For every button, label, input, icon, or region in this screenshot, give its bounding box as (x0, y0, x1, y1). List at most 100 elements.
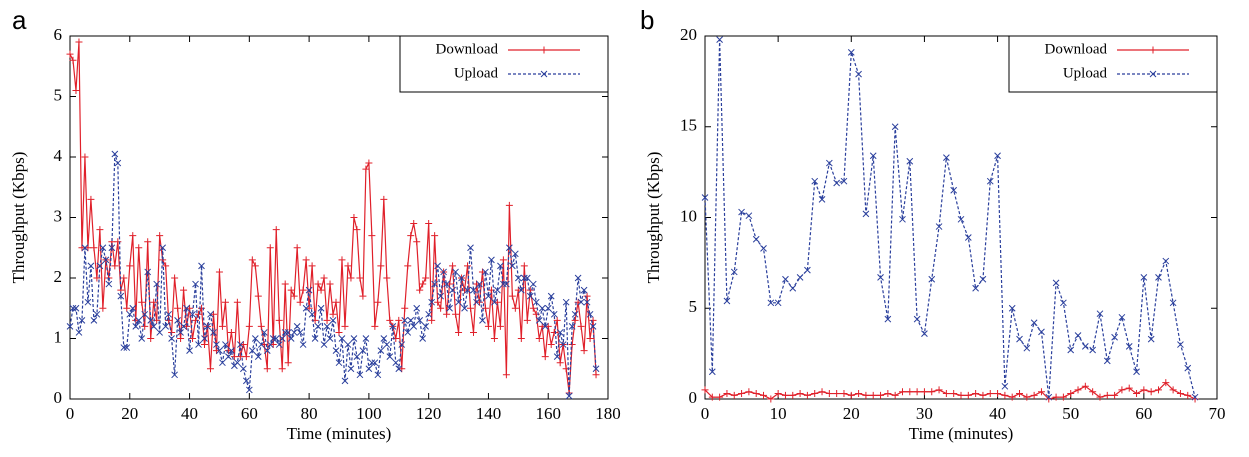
point-marker (494, 286, 501, 294)
point-marker (266, 244, 274, 252)
point-marker (979, 275, 987, 283)
point-marker (523, 274, 531, 282)
point-marker (195, 341, 202, 348)
point-marker (284, 359, 292, 367)
point-marker (1038, 328, 1045, 336)
x-tick-label: 70 (1209, 404, 1226, 423)
point-marker (278, 365, 286, 373)
point-marker (281, 329, 289, 336)
point-marker (523, 316, 531, 324)
point-marker (1008, 304, 1016, 312)
point-marker (1169, 299, 1177, 307)
point-marker (957, 215, 965, 223)
x-tick-label: 30 (916, 404, 933, 423)
y-tick-label: 4 (54, 146, 63, 165)
point-marker (891, 391, 899, 399)
point-marker (93, 310, 101, 318)
point-marker (921, 330, 928, 338)
series-line (704, 39, 1196, 398)
point-marker (120, 344, 128, 351)
point-marker (272, 335, 280, 342)
point-marker (215, 268, 223, 276)
point-marker (443, 310, 451, 318)
legend-label: Download (436, 41, 499, 57)
point-marker (723, 297, 731, 305)
point-marker (1154, 386, 1162, 394)
point-marker (90, 244, 98, 252)
point-marker (174, 316, 181, 324)
point-marker (928, 388, 936, 396)
point-marker (177, 335, 185, 342)
legend-box (399, 35, 609, 93)
point-marker (153, 280, 161, 288)
point-marker (571, 316, 579, 324)
point-marker (425, 310, 433, 318)
x-tick-label: 180 (595, 404, 621, 423)
point-marker (935, 223, 943, 230)
point-marker (251, 335, 259, 342)
point-marker (374, 298, 382, 306)
point-marker (165, 310, 172, 318)
point-marker (323, 323, 331, 330)
point-marker (535, 335, 543, 342)
point-marker (147, 316, 155, 324)
point-marker (467, 244, 474, 252)
point-marker (752, 235, 760, 243)
point-marker (434, 298, 442, 306)
point-marker (383, 274, 391, 282)
point-marker (774, 299, 782, 307)
point-marker (389, 323, 397, 330)
point-marker (1059, 393, 1067, 401)
point-marker (323, 316, 331, 324)
point-marker (72, 86, 80, 94)
point-marker (359, 347, 367, 354)
point-marker (1169, 386, 1177, 394)
point-marker (514, 274, 522, 282)
point-marker (320, 341, 328, 348)
point-marker (105, 280, 113, 288)
point-marker (240, 365, 247, 373)
point-marker (803, 391, 811, 399)
x-tick-label: 120 (416, 404, 442, 423)
point-marker (350, 335, 358, 342)
point-marker (314, 280, 322, 288)
point-marker (553, 316, 561, 324)
point-marker (730, 268, 738, 276)
y-tick-label: 6 (54, 25, 63, 44)
point-marker (1037, 388, 1045, 396)
point-marker (156, 329, 164, 336)
point-marker (431, 280, 438, 288)
point-marker (326, 280, 334, 288)
point-marker (287, 286, 295, 294)
point-marker (144, 238, 152, 246)
x-tick-label: 10 (770, 404, 787, 423)
point-marker (847, 391, 855, 399)
point-marker (760, 391, 768, 399)
point-marker (404, 329, 412, 336)
point-marker (308, 310, 316, 318)
point-marker (362, 335, 370, 342)
point-marker (431, 232, 439, 240)
point-marker (332, 347, 340, 354)
point-marker (752, 390, 760, 398)
point-marker (356, 371, 364, 379)
point-marker (481, 304, 489, 312)
point-marker (1162, 379, 1170, 387)
point-marker (198, 304, 206, 312)
point-marker (269, 335, 277, 342)
point-marker (906, 388, 914, 396)
point-marker (398, 341, 406, 348)
point-marker (245, 386, 253, 394)
point-marker (1030, 319, 1038, 327)
point-marker (66, 323, 74, 330)
point-marker (517, 286, 525, 294)
point-marker (490, 335, 498, 342)
point-marker (586, 310, 594, 318)
y-tick-label: 15 (680, 116, 697, 135)
point-marker (248, 347, 256, 354)
point-marker (833, 179, 841, 187)
point-marker (305, 286, 313, 294)
point-marker (329, 316, 337, 324)
y-axis-label: Throughput (Kbps) (644, 152, 663, 284)
point-marker (428, 298, 436, 306)
